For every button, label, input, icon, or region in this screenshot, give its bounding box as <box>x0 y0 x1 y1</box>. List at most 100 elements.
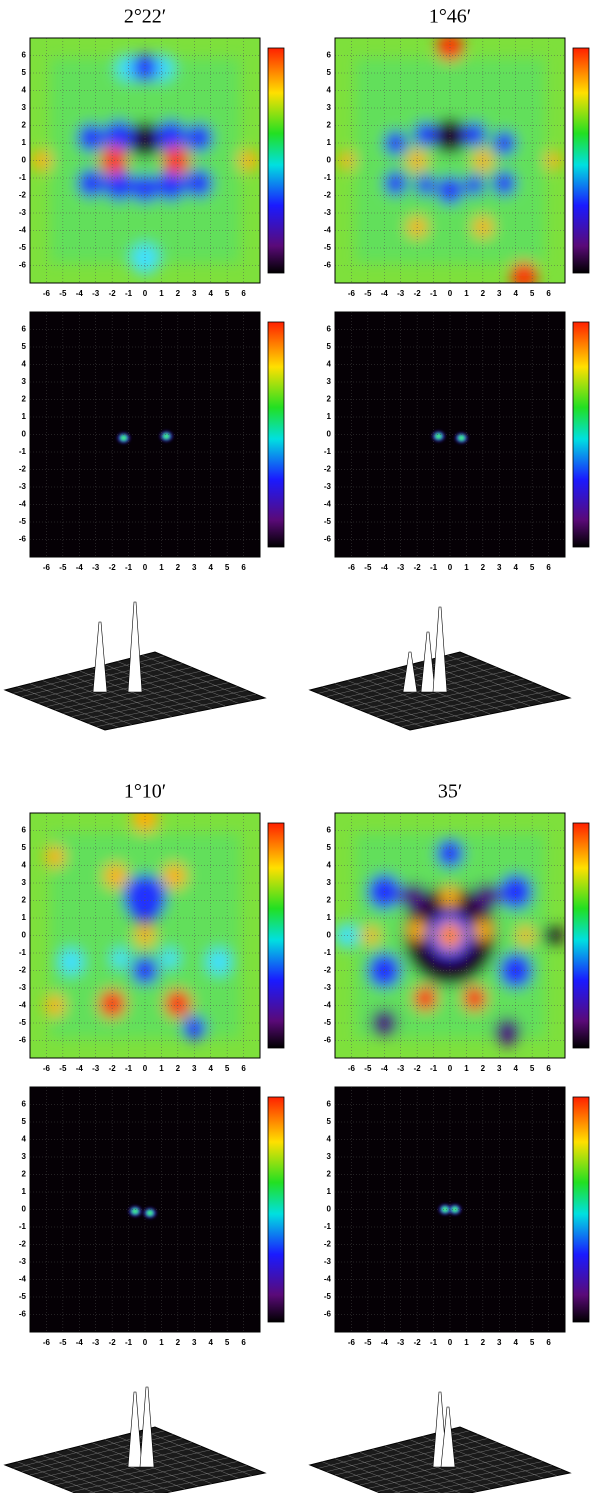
x-tick-label: 5 <box>225 289 230 298</box>
x-tick-label: 0 <box>143 563 148 572</box>
colorbar <box>268 48 284 273</box>
y-tick-label: 3 <box>327 1152 332 1161</box>
y-tick-label: 6 <box>327 826 332 835</box>
field-blob <box>338 152 354 170</box>
y-tick-label: -3 <box>324 208 332 217</box>
x-tick-label: 0 <box>448 563 453 572</box>
y-tick-label: -5 <box>19 1018 27 1027</box>
y-tick-label: 5 <box>327 342 332 351</box>
y-tick-label: 1 <box>22 1187 27 1196</box>
colorbar <box>573 322 589 547</box>
y-tick-label: -6 <box>19 1310 27 1319</box>
y-tick-label: 0 <box>22 156 27 165</box>
colorbar <box>573 823 589 1048</box>
y-tick-label: -5 <box>19 243 27 252</box>
y-tick-label: 2 <box>22 896 27 905</box>
x-tick-label: 0 <box>448 289 453 298</box>
y-tick-label: -6 <box>324 535 332 544</box>
x-tick-label: 3 <box>192 1064 197 1073</box>
panel-title: 1°10′ <box>124 781 166 803</box>
field-blob <box>493 171 516 196</box>
field-blob <box>78 169 104 197</box>
x-tick-label: 5 <box>225 1338 230 1347</box>
y-tick-label: -5 <box>324 1018 332 1027</box>
y-tick-label: -5 <box>324 243 332 252</box>
y-tick-label: 0 <box>327 156 332 165</box>
y-tick-label: 5 <box>327 1117 332 1126</box>
field-blob <box>101 147 127 175</box>
x-tick-label: 2 <box>481 563 486 572</box>
x-tick-label: 1 <box>159 563 164 572</box>
x-tick-label: 1 <box>464 1064 469 1073</box>
y-tick-label: 4 <box>327 861 332 870</box>
y-tick-label: -5 <box>19 517 27 526</box>
y-tick-label: 6 <box>22 51 27 60</box>
y-tick-label: 5 <box>22 68 27 77</box>
panel-title: 35′ <box>438 781 462 803</box>
x-tick-label: -3 <box>397 289 405 298</box>
x-tick-label: 0 <box>143 1338 148 1347</box>
y-tick-label: 1 <box>22 412 27 421</box>
y-tick-label: -4 <box>324 1275 332 1284</box>
x-tick-label: 4 <box>208 1338 213 1347</box>
x-tick-label: -3 <box>92 1338 100 1347</box>
x-tick-label: -1 <box>430 1338 438 1347</box>
x-tick-label: 2 <box>481 289 486 298</box>
field-blob <box>157 169 187 201</box>
x-tick-label: 6 <box>546 563 551 572</box>
x-tick-label: 4 <box>513 289 518 298</box>
surface-peak <box>128 602 142 692</box>
y-tick-label: 6 <box>327 51 332 60</box>
x-tick-label: -5 <box>364 1064 372 1073</box>
x-tick-label: 3 <box>497 1064 502 1073</box>
x-tick-label: 6 <box>241 1338 246 1347</box>
x-tick-label: -6 <box>348 1064 356 1073</box>
spot-core <box>147 1211 153 1216</box>
field-blob <box>545 152 561 170</box>
y-tick-label: -6 <box>19 535 27 544</box>
x-tick-label: -5 <box>364 1338 372 1347</box>
y-tick-label: -4 <box>19 1275 27 1284</box>
y-tick-label: -1 <box>324 173 332 182</box>
x-tick-label: 6 <box>241 289 246 298</box>
y-tick-label: 5 <box>327 68 332 77</box>
y-tick-label: -1 <box>19 447 27 456</box>
y-tick-label: -2 <box>324 1240 332 1249</box>
x-tick-label: 5 <box>225 1064 230 1073</box>
y-tick-label: -1 <box>19 1222 27 1231</box>
colorbar <box>573 1097 589 1322</box>
field-blob <box>465 175 485 196</box>
field-blob <box>186 169 212 197</box>
y-tick-label: 3 <box>22 1152 27 1161</box>
y-tick-label: -4 <box>324 226 332 235</box>
y-tick-label: -6 <box>324 1036 332 1045</box>
x-tick-label: -1 <box>430 563 438 572</box>
y-tick-label: -1 <box>324 1222 332 1231</box>
y-tick-label: 1 <box>327 138 332 147</box>
y-tick-label: -6 <box>324 261 332 270</box>
x-tick-label: 3 <box>497 289 502 298</box>
x-tick-label: 0 <box>448 1338 453 1347</box>
y-tick-label: 2 <box>22 1170 27 1179</box>
y-tick-label: -3 <box>324 482 332 491</box>
x-tick-label: 6 <box>241 1064 246 1073</box>
y-tick-label: 3 <box>22 878 27 887</box>
heatmap-field <box>335 833 563 1046</box>
x-tick-label: 1 <box>159 1338 164 1347</box>
field-blob <box>163 864 186 889</box>
y-tick-label: 2 <box>22 121 27 130</box>
x-tick-label: 4 <box>513 1338 518 1347</box>
y-tick-label: -1 <box>324 948 332 957</box>
x-tick-label: 2 <box>176 1064 181 1073</box>
y-tick-label: 6 <box>22 1100 27 1109</box>
x-tick-label: -4 <box>76 1064 84 1073</box>
field-blob <box>511 262 537 290</box>
field-blob <box>517 927 533 945</box>
y-tick-label: 0 <box>327 1205 332 1214</box>
x-tick-label: 5 <box>225 563 230 572</box>
y-tick-label: 3 <box>22 377 27 386</box>
colorbar <box>268 823 284 1048</box>
y-tick-label: 4 <box>22 86 27 95</box>
x-tick-label: 2 <box>481 1064 486 1073</box>
y-tick-label: 1 <box>327 1187 332 1196</box>
